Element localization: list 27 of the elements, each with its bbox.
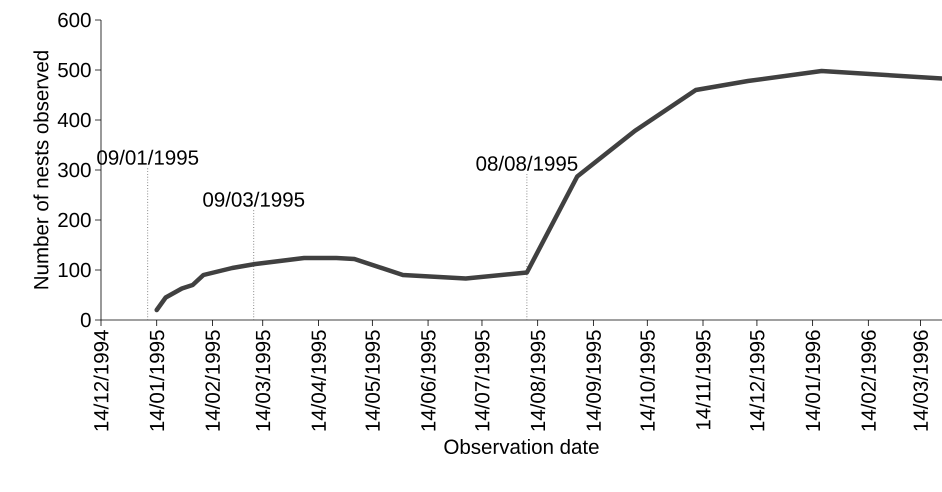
x-tick-label: 14/10/1995 [640, 330, 655, 431]
x-tick-label: 14/03/1996 [912, 330, 928, 431]
x-tick-label: 14/09/1995 [586, 330, 601, 431]
x-tick-label: 14/07/1995 [474, 330, 490, 431]
y-tick-label: 500 [58, 62, 91, 78]
x-tick-label: 14/06/1995 [420, 330, 436, 431]
x-tick-label: 14/12/1995 [749, 330, 764, 431]
x-tick-label: 14/04/1995 [310, 330, 326, 431]
y-axis-title: Number of nests observed [33, 51, 48, 289]
y-tick-label: 100 [58, 262, 91, 278]
y-tick-label: 300 [58, 162, 91, 178]
y-tick-label: 0 [80, 312, 91, 328]
x-tick-label: 14/03/1995 [255, 330, 270, 431]
x-axis-title: Observation date [444, 438, 599, 454]
y-tick-label: 600 [58, 12, 91, 28]
x-tick-label: 14/01/1996 [805, 330, 820, 431]
x-tick-label: 14/11/1995 [695, 330, 711, 430]
x-tick-label: 14/02/1996 [860, 330, 876, 431]
ref-line-label: 08/08/1995 [476, 156, 578, 171]
x-tick-label: 14/01/1995 [149, 330, 164, 431]
y-tick-label: 200 [58, 212, 91, 228]
ref-line-label: 09/03/1995 [203, 192, 304, 207]
x-tick-label: 14/02/1995 [204, 330, 220, 431]
x-tick-label: 14/08/1995 [530, 330, 546, 431]
x-tick-label: 14/12/1994 [93, 330, 109, 431]
y-tick-label: 400 [58, 112, 91, 128]
x-tick-label: 14/05/1995 [364, 330, 380, 431]
